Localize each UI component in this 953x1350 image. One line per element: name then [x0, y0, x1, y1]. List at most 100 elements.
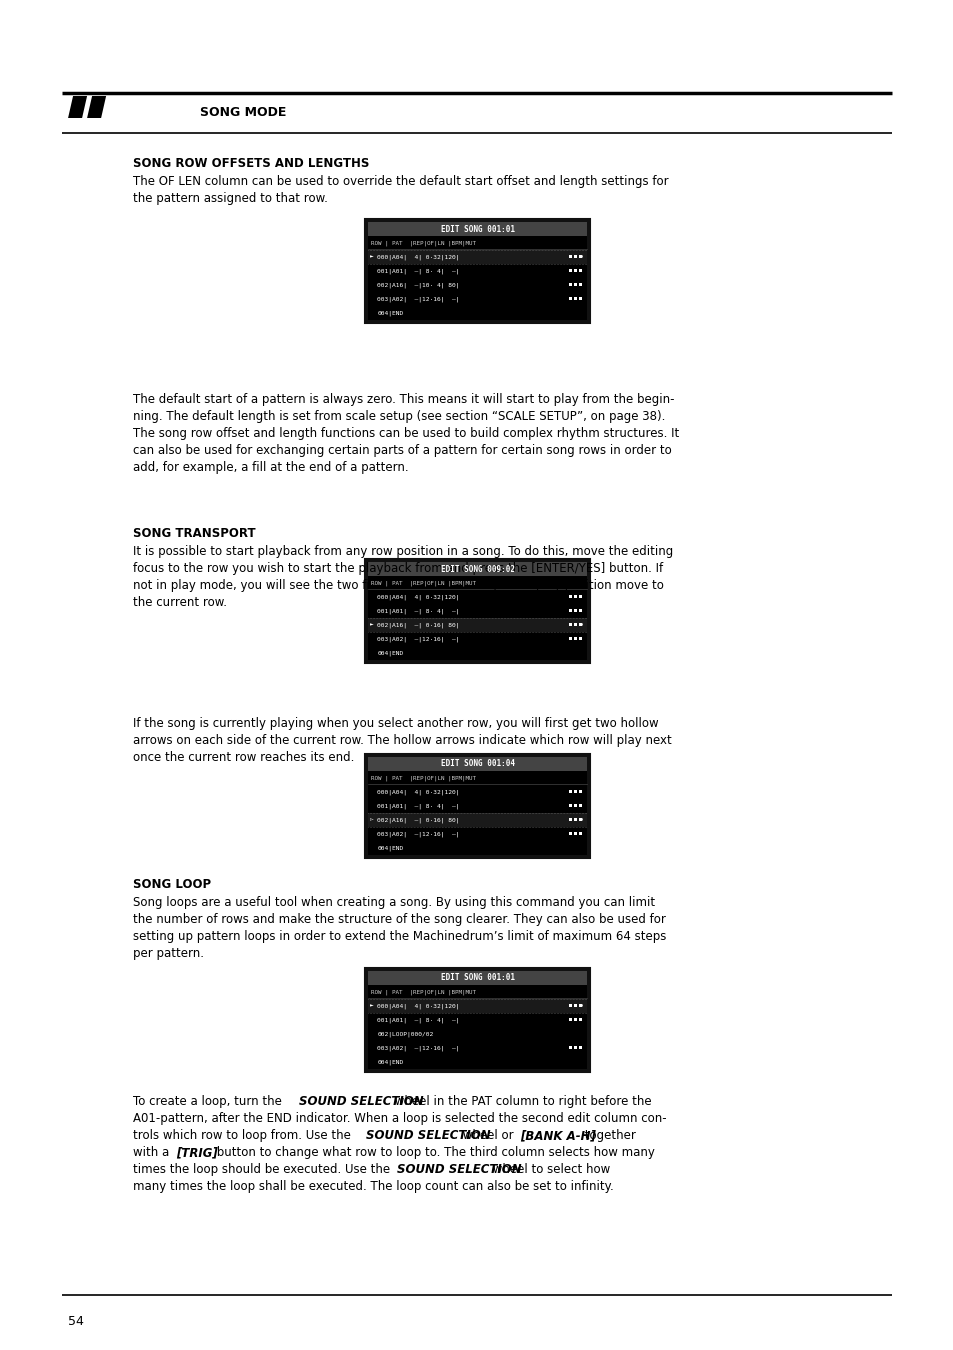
- Bar: [578, 595, 581, 598]
- Bar: [568, 832, 571, 836]
- Text: ►: ►: [370, 622, 374, 628]
- Bar: [573, 622, 576, 626]
- Bar: [578, 637, 581, 640]
- Bar: [368, 971, 586, 1069]
- Bar: [578, 818, 581, 821]
- Bar: [568, 818, 571, 821]
- Bar: [368, 221, 586, 320]
- Text: times the loop should be executed. Use the: times the loop should be executed. Use t…: [133, 1162, 394, 1176]
- Bar: [578, 832, 581, 836]
- Bar: [573, 1018, 576, 1021]
- Text: 004|END: 004|END: [377, 845, 403, 850]
- Text: Song loops are a useful tool when creating a song. By using this command you can: Song loops are a useful tool when creati…: [133, 896, 655, 909]
- Text: ▻: ▻: [370, 818, 374, 822]
- Bar: [578, 269, 581, 271]
- Text: the current row.: the current row.: [133, 595, 227, 609]
- Bar: [368, 757, 586, 771]
- Text: [TRIG]: [TRIG]: [176, 1146, 217, 1160]
- Bar: [568, 284, 571, 286]
- Bar: [573, 832, 576, 836]
- Text: ◄: ◄: [578, 818, 582, 822]
- Text: SOUND SELECTION: SOUND SELECTION: [396, 1162, 521, 1176]
- Text: 54: 54: [68, 1315, 84, 1328]
- Text: 004|END: 004|END: [377, 651, 403, 656]
- Text: 002|A16|  –| 0·16| 80|: 002|A16| –| 0·16| 80|: [377, 817, 459, 822]
- Bar: [568, 1018, 571, 1021]
- Text: 002|A16|  –|10· 4| 80|: 002|A16| –|10· 4| 80|: [377, 282, 459, 288]
- Text: ◄: ◄: [578, 255, 582, 259]
- Bar: [578, 609, 581, 612]
- Text: 001|A01|  –| 8· 4|  –|: 001|A01| –| 8· 4| –|: [377, 1018, 459, 1023]
- Text: 000|A04|  4| 0·32|120|: 000|A04| 4| 0·32|120|: [377, 790, 459, 795]
- Text: SOUND SELECTION: SOUND SELECTION: [298, 1095, 423, 1108]
- Text: 003|A02|  –|12·16|  –|: 003|A02| –|12·16| –|: [377, 636, 459, 641]
- Bar: [568, 269, 571, 271]
- Text: 000|A04|  4| 0·32|120|: 000|A04| 4| 0·32|120|: [377, 594, 459, 599]
- Text: 003|A02|  –|12·16|  –|: 003|A02| –|12·16| –|: [377, 296, 459, 302]
- Bar: [365, 968, 589, 1072]
- Bar: [568, 255, 571, 258]
- Text: ROW | PAT  |REP|OF|LN |BPM|MUT: ROW | PAT |REP|OF|LN |BPM|MUT: [371, 990, 476, 995]
- Text: It is possible to start playback from any row position in a song. To do this, mo: It is possible to start playback from an…: [133, 545, 673, 558]
- Text: The OF LEN column can be used to override the default start offset and length se: The OF LEN column can be used to overrid…: [133, 176, 668, 188]
- Bar: [568, 297, 571, 300]
- Text: EDIT SONG 009:02: EDIT SONG 009:02: [440, 564, 514, 574]
- Bar: [573, 595, 576, 598]
- Bar: [578, 255, 581, 258]
- Bar: [578, 1004, 581, 1007]
- Text: [BANK A-H]: [BANK A-H]: [519, 1129, 595, 1142]
- Bar: [573, 818, 576, 821]
- Bar: [368, 971, 586, 986]
- Text: ROW | PAT  |REP|OF|LN |BPM|MUT: ROW | PAT |REP|OF|LN |BPM|MUT: [371, 240, 476, 246]
- Text: 004|END: 004|END: [377, 1060, 403, 1065]
- Bar: [568, 622, 571, 626]
- Text: EDIT SONG 001:01: EDIT SONG 001:01: [440, 973, 514, 983]
- Text: together: together: [580, 1129, 636, 1142]
- Bar: [578, 790, 581, 792]
- Bar: [573, 609, 576, 612]
- Text: can also be used for exchanging certain parts of a pattern for certain song rows: can also be used for exchanging certain …: [133, 444, 671, 458]
- Text: SONG TRANSPORT: SONG TRANSPORT: [133, 526, 255, 540]
- Text: 003|A02|  –|12·16|  –|: 003|A02| –|12·16| –|: [377, 832, 459, 837]
- Text: wheel to select how: wheel to select how: [489, 1162, 610, 1176]
- Text: ◄: ◄: [578, 622, 582, 628]
- Text: add, for example, a fill at the end of a pattern.: add, for example, a fill at the end of a…: [133, 460, 408, 474]
- Bar: [573, 790, 576, 792]
- Text: once the current row reaches its end.: once the current row reaches its end.: [133, 751, 355, 764]
- Bar: [368, 813, 586, 828]
- Bar: [365, 755, 589, 859]
- Text: ◄: ◄: [578, 1003, 582, 1008]
- Text: per pattern.: per pattern.: [133, 946, 204, 960]
- Text: not in play mode, you will see the two filled arrows indicating the replay posit: not in play mode, you will see the two f…: [133, 579, 663, 593]
- Text: ►: ►: [370, 1003, 374, 1008]
- Text: The song row offset and length functions can be used to build complex rhythm str: The song row offset and length functions…: [133, 427, 679, 440]
- Text: EDIT SONG 001:04: EDIT SONG 001:04: [440, 760, 514, 768]
- Text: The default start of a pattern is always zero. This means it will start to play : The default start of a pattern is always…: [133, 393, 674, 406]
- Bar: [368, 562, 586, 576]
- Bar: [573, 1004, 576, 1007]
- Bar: [568, 805, 571, 807]
- Polygon shape: [87, 96, 106, 117]
- Bar: [578, 1018, 581, 1021]
- Text: trols which row to loop from. Use the: trols which row to loop from. Use the: [133, 1129, 355, 1142]
- Bar: [573, 255, 576, 258]
- Bar: [573, 637, 576, 640]
- Bar: [578, 284, 581, 286]
- Text: ROW | PAT  |REP|OF|LN |BPM|MUT: ROW | PAT |REP|OF|LN |BPM|MUT: [371, 580, 476, 586]
- Bar: [578, 805, 581, 807]
- Bar: [368, 250, 586, 265]
- Text: focus to the row you wish to start the playback from and press the [ENTER/YES] b: focus to the row you wish to start the p…: [133, 562, 662, 575]
- Text: with a: with a: [133, 1146, 172, 1160]
- Text: the number of rows and make the structure of the song clearer. They can also be : the number of rows and make the structur…: [133, 913, 665, 926]
- Text: arrows on each side of the current row. The hollow arrows indicate which row wil: arrows on each side of the current row. …: [133, 734, 671, 747]
- Text: the pattern assigned to that row.: the pattern assigned to that row.: [133, 192, 328, 205]
- Bar: [568, 1004, 571, 1007]
- Bar: [573, 297, 576, 300]
- Text: ning. The default length is set from scale setup (see section “SCALE SETUP”, on : ning. The default length is set from sca…: [133, 410, 665, 423]
- Bar: [368, 562, 586, 660]
- Text: wheel or: wheel or: [458, 1129, 517, 1142]
- Text: 001|A01|  –| 8· 4|  –|: 001|A01| –| 8· 4| –|: [377, 269, 459, 274]
- Bar: [573, 805, 576, 807]
- Text: A01-pattern, after the END indicator. When a loop is selected the second edit co: A01-pattern, after the END indicator. Wh…: [133, 1112, 666, 1125]
- Bar: [578, 297, 581, 300]
